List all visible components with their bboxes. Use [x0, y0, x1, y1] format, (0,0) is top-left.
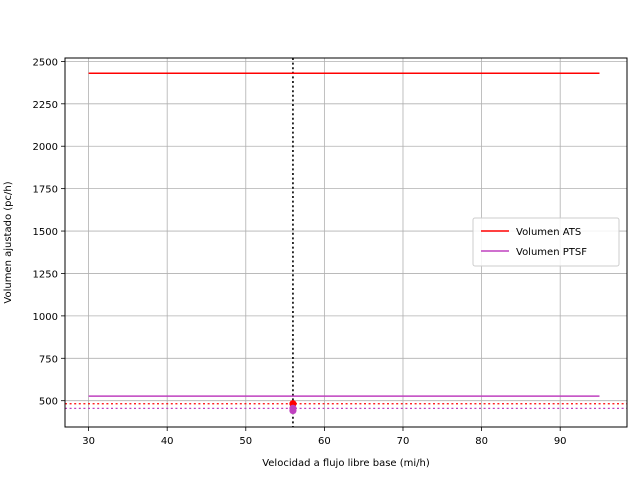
y-tick-label: 500 [39, 397, 58, 408]
data-point-marker [289, 406, 297, 415]
y-tick-label: 2000 [33, 142, 58, 153]
series-layer [88, 72, 600, 397]
x-ticks: 30 40 50 60 70 80 90 [82, 427, 567, 447]
legend-label: Volumen ATS [516, 227, 581, 238]
x-tick-label: 80 [475, 436, 488, 447]
plot-frame [64, 57, 628, 428]
x-tick-label: 90 [554, 436, 567, 447]
y-ticks: 500 750 1000 1250 1500 1750 2000 2250 2500 [33, 57, 65, 408]
y-tick-label: 2250 [33, 100, 58, 111]
x-tick-label: 40 [161, 436, 174, 447]
y-tick-label: 1000 [33, 312, 58, 323]
legend-label: Volumen PTSF [516, 247, 587, 258]
x-tick-label: 50 [239, 436, 252, 447]
marker-layer [289, 400, 297, 415]
x-tick-label: 70 [397, 436, 410, 447]
legend: Volumen ATS Volumen PTSF [472, 217, 620, 267]
x-tick-label: 60 [318, 436, 331, 447]
reference-lines [65, 58, 627, 427]
y-tick-label: 1250 [33, 269, 58, 280]
y-tick-label: 750 [39, 354, 58, 365]
legend-box [472, 217, 620, 267]
y-tick-label: 1500 [33, 227, 58, 238]
y-axis-label: Volumen ajustado (pc/h) [3, 181, 14, 303]
y-tick-label: 1750 [33, 185, 58, 196]
x-axis-label: Velocidad a flujo libre base (mi/h) [262, 458, 430, 469]
x-tick-label: 30 [82, 436, 95, 447]
y-tick-label: 2500 [33, 57, 58, 68]
